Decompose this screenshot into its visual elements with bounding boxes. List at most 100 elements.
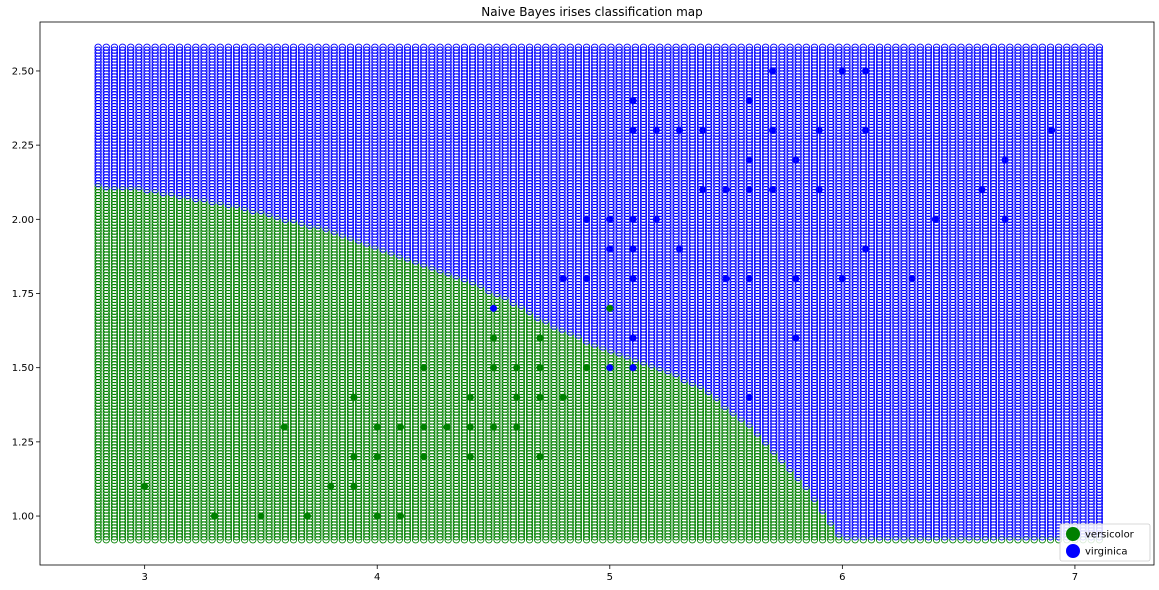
grid-marker-versicolor (110, 441, 119, 449)
grid-marker-versicolor (94, 447, 102, 455)
grid-marker-versicolor (143, 340, 151, 348)
grid-marker-versicolor (135, 334, 143, 342)
grid-marker-versicolor (127, 369, 135, 378)
grid-marker-versicolor (143, 438, 151, 446)
grid-marker-versicolor (94, 266, 102, 274)
grid-marker-virginica (102, 88, 110, 96)
grid-marker-virginica (127, 165, 135, 173)
grid-marker-versicolor (102, 245, 110, 253)
grid-marker-versicolor (94, 286, 102, 295)
grid-marker-virginica (94, 114, 102, 123)
grid-marker-versicolor (127, 530, 135, 538)
grid-marker-versicolor (127, 447, 135, 455)
grid-marker-versicolor (127, 295, 135, 304)
grid-marker-versicolor (143, 197, 151, 206)
grid-marker-virginica (102, 177, 110, 185)
grid-marker-virginica (135, 177, 143, 185)
grid-marker-versicolor (94, 396, 102, 404)
grid-marker-versicolor (135, 355, 143, 363)
grid-marker-versicolor (110, 438, 119, 446)
grid-marker-virginica (135, 183, 143, 191)
grid-marker-virginica (110, 120, 119, 129)
grid-marker-versicolor (127, 441, 135, 449)
grid-marker-versicolor (102, 322, 110, 330)
grid-marker-versicolor (135, 289, 143, 298)
grid-marker-versicolor (135, 307, 143, 315)
grid-marker-versicolor (135, 464, 143, 473)
grid-marker-versicolor (94, 450, 102, 458)
grid-marker-versicolor (110, 369, 119, 378)
grid-marker-versicolor (94, 322, 102, 330)
grid-marker-versicolor (135, 227, 143, 235)
grid-marker-virginica (127, 183, 135, 191)
grid-marker-versicolor (110, 364, 119, 372)
grid-marker-versicolor (110, 337, 119, 345)
grid-marker-virginica (135, 52, 143, 60)
grid-marker-virginica (94, 99, 102, 108)
grid-marker-virginica (110, 147, 119, 155)
grid-marker-versicolor (110, 500, 119, 508)
grid-marker-versicolor (127, 340, 135, 348)
grid-marker-virginica (94, 126, 102, 134)
grid-marker-versicolor (143, 473, 151, 482)
grid-marker-versicolor (143, 458, 151, 467)
grid-marker-versicolor (143, 257, 151, 265)
grid-marker-virginica (118, 165, 127, 173)
grid-marker-versicolor (118, 286, 127, 295)
grid-marker-virginica (110, 105, 119, 114)
grid-marker-virginica (102, 168, 110, 176)
grid-marker-virginica (127, 114, 135, 123)
grid-marker-virginica (94, 180, 102, 188)
grid-marker-versicolor (110, 426, 119, 434)
grid-marker-versicolor (143, 453, 151, 461)
grid-marker-virginica (94, 76, 102, 84)
grid-marker-versicolor (135, 283, 143, 292)
grid-marker-versicolor (118, 248, 127, 256)
grid-marker-versicolor (143, 408, 151, 416)
grid-marker-versicolor (127, 245, 135, 253)
grid-marker-versicolor (143, 248, 151, 256)
grid-marker-versicolor (143, 191, 151, 200)
grid-marker-versicolor (102, 536, 110, 544)
grid-marker-versicolor (127, 310, 135, 318)
grid-marker-versicolor (102, 500, 110, 508)
grid-marker-virginica (94, 88, 102, 96)
grid-marker-virginica (135, 180, 143, 188)
grid-marker-versicolor (127, 438, 135, 446)
grid-marker-versicolor (127, 500, 135, 508)
grid-marker-versicolor (127, 521, 135, 529)
grid-marker-versicolor (110, 310, 119, 318)
grid-marker-virginica (102, 120, 110, 129)
grid-marker-versicolor (118, 447, 127, 455)
grid-marker-virginica (94, 70, 102, 78)
grid-marker-versicolor (102, 405, 110, 413)
grid-marker-versicolor (135, 536, 143, 544)
grid-marker-virginica (135, 120, 143, 129)
grid-marker-versicolor (94, 251, 102, 259)
grid-marker-versicolor (118, 361, 127, 369)
grid-marker-virginica (102, 79, 110, 87)
grid-marker-versicolor (110, 343, 119, 351)
grid-marker-versicolor (110, 381, 119, 390)
grid-marker-virginica (110, 55, 119, 63)
grid-marker-versicolor (94, 441, 102, 449)
grid-marker-versicolor (127, 524, 135, 532)
grid-marker-virginica (127, 94, 135, 102)
grid-marker-versicolor (94, 331, 102, 339)
grid-marker-versicolor (135, 384, 143, 393)
grid-marker-virginica (127, 46, 135, 54)
grid-marker-virginica (118, 117, 127, 126)
grid-marker-versicolor (94, 405, 102, 413)
grid-marker-versicolor (110, 230, 119, 238)
grid-marker-versicolor (110, 242, 119, 250)
grid-marker-versicolor (118, 405, 127, 413)
grid-marker-versicolor (94, 215, 102, 223)
grid-marker-versicolor (118, 206, 127, 215)
grid-marker-virginica (118, 64, 127, 72)
grid-marker-versicolor (143, 215, 151, 223)
grid-marker-versicolor (118, 280, 127, 289)
grid-marker-versicolor (118, 188, 127, 197)
grid-marker-virginica (94, 102, 102, 111)
grid-marker-versicolor (94, 423, 102, 431)
grid-marker-versicolor (118, 236, 127, 244)
